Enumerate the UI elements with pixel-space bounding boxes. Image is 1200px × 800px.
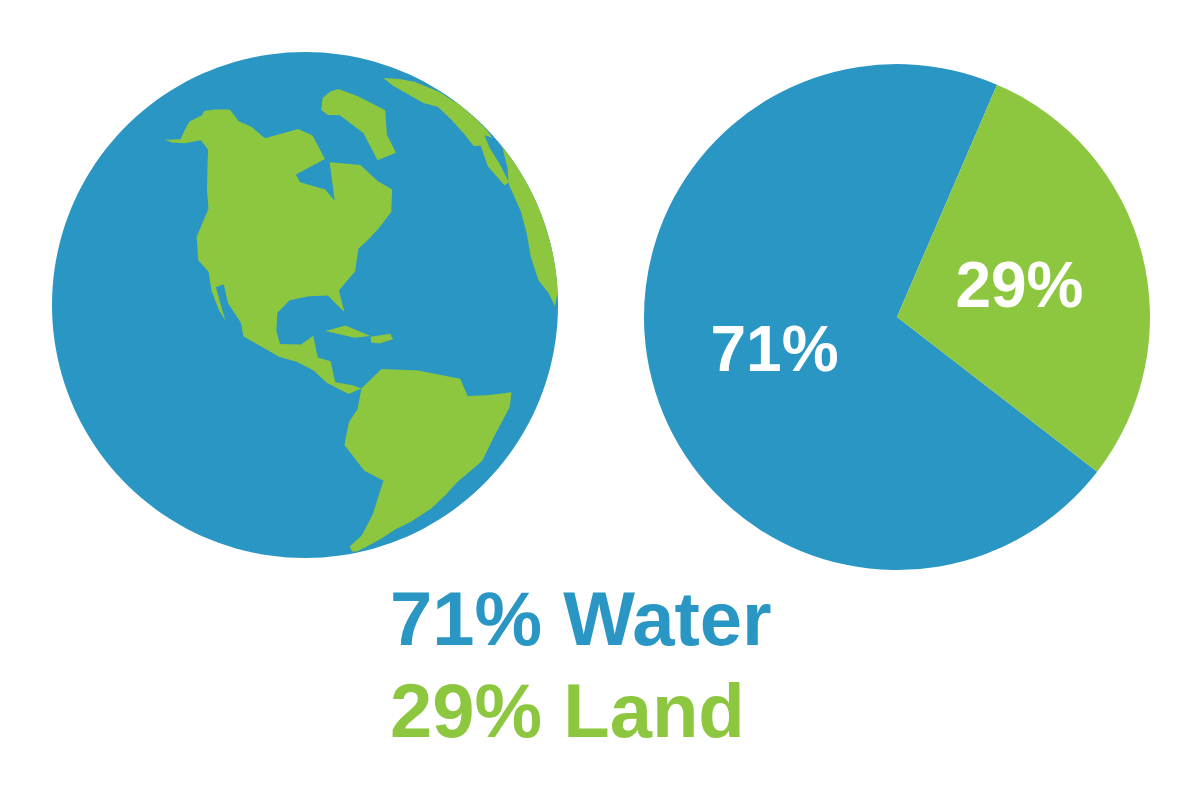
globe-land — [500, 144, 557, 306]
globe-land — [165, 109, 392, 393]
data-label: 71% — [710, 313, 838, 385]
data-labels: 71% 29% — [710, 249, 1083, 384]
pie: 71% 29% — [644, 64, 1150, 570]
globe-land — [383, 78, 508, 185]
pie-slices — [644, 64, 1150, 570]
data-label: 29% — [955, 249, 1083, 321]
globe-land — [371, 334, 393, 344]
globe-land — [321, 89, 396, 160]
captions: 71% Water29% Land — [390, 576, 772, 753]
globe-land — [344, 369, 511, 552]
pie-slice — [897, 85, 1150, 472]
globe-land — [325, 325, 370, 337]
caption: 29% Land — [390, 668, 745, 753]
chart-canvas: 71% 29% 71% Water29% Land — [0, 0, 1200, 800]
globe — [52, 52, 558, 558]
caption: 71% Water — [390, 576, 772, 661]
globe-ocean — [52, 52, 558, 558]
